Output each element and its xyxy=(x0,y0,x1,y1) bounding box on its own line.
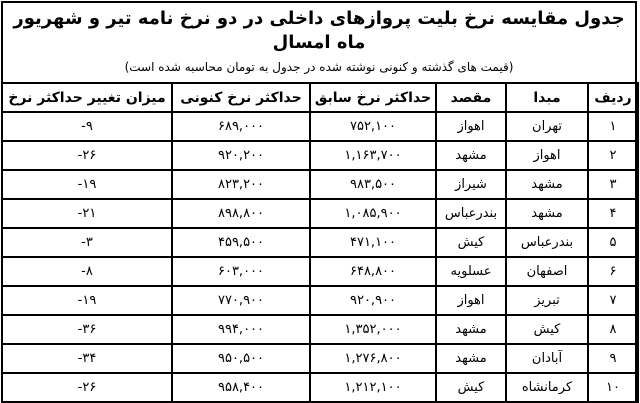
cell-max-fare-change: -۲۶ xyxy=(1,140,173,171)
table-row: ۹ آبادان مشهد ۱,۲۷۶,۸۰۰ ۹۵۰,۵۰۰ -۳۴ xyxy=(1,343,639,374)
cell-origin: بندرعباس xyxy=(505,227,589,258)
cell-row-number: ۸ xyxy=(587,314,639,345)
cell-current-max-fare: ۹۵۸,۴۰۰ xyxy=(171,372,311,403)
cell-origin: اهواز xyxy=(505,140,589,171)
cell-row-number: ۵ xyxy=(587,227,639,258)
column-header-current-max-fare: حداکثر نرخ کنونی xyxy=(171,82,311,113)
cell-previous-max-fare: ۴۷۱,۱۰۰ xyxy=(309,227,437,258)
cell-destination: کیش xyxy=(435,227,507,258)
cell-origin: تبریز xyxy=(505,285,589,316)
table-row: ۱ تهران اهواز ۷۵۲,۱۰۰ ۶۸۹,۰۰۰ -۹ xyxy=(1,111,639,142)
cell-max-fare-change: -۲۱ xyxy=(1,198,173,229)
cell-max-fare-change: -۹ xyxy=(1,111,173,142)
cell-current-max-fare: ۹۲۰,۲۰۰ xyxy=(171,140,311,171)
cell-destination: عسلویه xyxy=(435,256,507,287)
cell-max-fare-change: -۲۶ xyxy=(1,372,173,403)
cell-max-fare-change: -۳۶ xyxy=(1,314,173,345)
cell-row-number: ۱۰ xyxy=(587,372,639,403)
cell-current-max-fare: ۹۵۰,۵۰۰ xyxy=(171,343,311,374)
cell-previous-max-fare: ۱,۱۶۳,۷۰۰ xyxy=(309,140,437,171)
cell-previous-max-fare: ۹۲۰,۹۰۰ xyxy=(309,285,437,316)
page-title: جدول مقایسه نرخ بلیت پروازهای داخلی در د… xyxy=(13,8,625,53)
cell-row-number: ۴ xyxy=(587,198,639,229)
cell-current-max-fare: ۹۹۴,۰۰۰ xyxy=(171,314,311,345)
cell-origin: کرمانشاه xyxy=(505,372,589,403)
cell-row-number: ۱ xyxy=(587,111,639,142)
cell-origin: مشهد xyxy=(505,198,589,229)
cell-previous-max-fare: ۱,۲۱۲,۱۰۰ xyxy=(309,372,437,403)
table-row: ۲ اهواز مشهد ۱,۱۶۳,۷۰۰ ۹۲۰,۲۰۰ -۲۶ xyxy=(1,140,639,171)
cell-current-max-fare: ۶۸۹,۰۰۰ xyxy=(171,111,311,142)
cell-origin: مشهد xyxy=(505,169,589,200)
cell-previous-max-fare: ۷۵۲,۱۰۰ xyxy=(309,111,437,142)
table-row: ۴ مشهد بندرعباس ۱,۰۸۵,۹۰۰ ۸۹۸,۸۰۰ -۲۱ xyxy=(1,198,639,229)
page-subtitle: (قیمت های گذشته و کنونی نوشته شده در جدو… xyxy=(124,60,514,74)
table-row: ۵ بندرعباس کیش ۴۷۱,۱۰۰ ۴۵۹,۵۰۰ -۳ xyxy=(1,227,639,258)
cell-origin: تهران xyxy=(505,111,589,142)
cell-max-fare-change: -۱۹ xyxy=(1,285,173,316)
cell-current-max-fare: ۶۰۳,۰۰۰ xyxy=(171,256,311,287)
cell-previous-max-fare: ۱,۳۵۲,۰۰۰ xyxy=(309,314,437,345)
cell-destination: مشهد xyxy=(435,140,507,171)
cell-destination: مشهد xyxy=(435,343,507,374)
cell-previous-max-fare: ۱,۰۸۵,۹۰۰ xyxy=(309,198,437,229)
table-row: ۷ تبریز اهواز ۹۲۰,۹۰۰ ۷۷۰,۹۰۰ -۱۹ xyxy=(1,285,639,316)
table-row: ۱۰ کرمانشاه کیش ۱,۲۱۲,۱۰۰ ۹۵۸,۴۰۰ -۲۶ xyxy=(1,372,639,403)
cell-previous-max-fare: ۶۴۸,۸۰۰ xyxy=(309,256,437,287)
cell-destination: بندرعباس xyxy=(435,198,507,229)
table-row: ۸ کیش مشهد ۱,۳۵۲,۰۰۰ ۹۹۴,۰۰۰ -۳۶ xyxy=(1,314,639,345)
cell-row-number: ۳ xyxy=(587,169,639,200)
cell-current-max-fare: ۷۷۰,۹۰۰ xyxy=(171,285,311,316)
table-row: ۳ مشهد شیراز ۹۸۳,۵۰۰ ۸۲۳,۲۰۰ -۱۹ xyxy=(1,169,639,200)
cell-destination: شیراز xyxy=(435,169,507,200)
table-row: ۶ اصفهان عسلویه ۶۴۸,۸۰۰ ۶۰۳,۰۰۰ -۸ xyxy=(1,256,639,287)
cell-previous-max-fare: ۹۸۳,۵۰۰ xyxy=(309,169,437,200)
column-header-origin: مبدا xyxy=(505,82,589,113)
column-header-previous-max-fare: حداکثر نرخ سابق xyxy=(309,82,437,113)
cell-max-fare-change: -۸ xyxy=(1,256,173,287)
cell-row-number: ۲ xyxy=(587,140,639,171)
cell-origin: آبادان xyxy=(505,343,589,374)
cell-origin: اصفهان xyxy=(505,256,589,287)
header-row: ردیف مبدا مقصد حداکثر نرخ سابق حداکثر نرخ کن… xyxy=(1,82,639,113)
cell-max-fare-change: -۳۴ xyxy=(1,343,173,374)
cell-row-number: ۶ xyxy=(587,256,639,287)
column-header-destination: مقصد xyxy=(435,82,507,113)
column-header-row-number: ردیف xyxy=(587,82,639,113)
cell-destination: کیش xyxy=(435,372,507,403)
column-header-max-fare-change: میزان تغییر حداکثر نرخ xyxy=(1,82,173,113)
cell-current-max-fare: ۴۵۹,۵۰۰ xyxy=(171,227,311,258)
cell-destination: مشهد xyxy=(435,314,507,345)
cell-destination: اهواز xyxy=(435,111,507,142)
fare-comparison-table: ردیف مبدا مقصد حداکثر نرخ سابق حداکثر نرخ کن… xyxy=(1,82,639,403)
cell-row-number: ۹ xyxy=(587,343,639,374)
cell-destination: اهواز xyxy=(435,285,507,316)
cell-previous-max-fare: ۱,۲۷۶,۸۰۰ xyxy=(309,343,437,374)
cell-current-max-fare: ۸۹۸,۸۰۰ xyxy=(171,198,311,229)
cell-max-fare-change: -۳ xyxy=(1,227,173,258)
cell-row-number: ۷ xyxy=(587,285,639,316)
cell-max-fare-change: -۱۹ xyxy=(1,169,173,200)
cell-current-max-fare: ۸۲۳,۲۰۰ xyxy=(171,169,311,200)
cell-origin: کیش xyxy=(505,314,589,345)
